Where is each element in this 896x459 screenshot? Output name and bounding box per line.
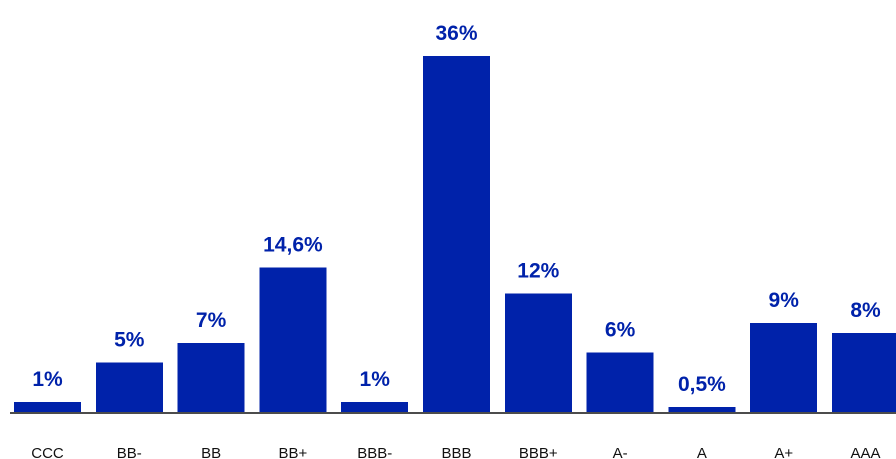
category-label-bb-minus: BB- [117,445,142,459]
bar-bbb [423,56,490,412]
bar-a [668,407,736,412]
value-label-bb-plus: 14,6% [263,234,323,257]
category-label-a: A [697,445,707,459]
bar-ccc [14,402,81,412]
category-label-aaa: AAA [850,445,880,459]
category-label-bbb: BBB [441,445,471,459]
bar-bb-minus [95,362,163,412]
bar-a-minus [586,352,654,412]
category-labels-layer: CCC BB- BB BB+ BBB- BBB BBB+ A- A A+ AAA [31,445,880,459]
bar-aaa [832,332,896,412]
bar-bb-plus [259,267,327,412]
value-labels-layer: 1% 5% 7% 14,6% 1% 36% 12% 6% 0,5% 9% 8% [32,22,881,396]
category-label-bb-plus: BB+ [279,445,308,459]
value-label-a-plus: 9% [769,289,800,312]
value-label-a-minus: 6% [605,319,636,342]
bar-bbb-plus [504,293,572,412]
value-label-bbb-plus: 12% [517,259,559,282]
category-label-ccc: CCC [31,445,64,459]
bars-layer [14,56,896,412]
value-label-bbb-minus: 1% [360,368,391,391]
value-label-bbb: 36% [435,22,477,45]
value-label-bb: 7% [196,309,227,332]
category-label-bbb-plus: BBB+ [519,445,558,459]
value-label-aaa: 8% [850,299,881,322]
value-label-bb-minus: 5% [114,329,145,352]
value-label-a: 0,5% [678,373,726,396]
bar-bbb-minus [341,402,409,412]
bar-bb [177,342,245,412]
category-label-bb: BB [201,445,221,459]
bar-a-plus [750,323,818,412]
category-label-a-minus: A- [613,445,628,459]
category-label-a-plus: A+ [774,445,793,459]
value-label-ccc: 1% [32,368,63,391]
category-label-bbb-minus: BBB- [357,445,392,459]
